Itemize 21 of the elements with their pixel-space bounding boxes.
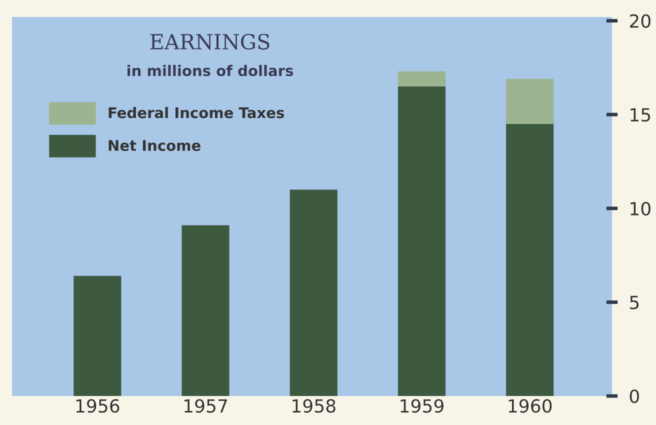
- x-tick-label: 1960: [508, 399, 552, 413]
- x-tick-label: 1958: [292, 399, 336, 413]
- legend-label: Net Income: [108, 140, 200, 151]
- bar: [74, 276, 122, 396]
- y-tick-label: 5: [630, 296, 639, 310]
- bar: [182, 225, 230, 396]
- x-tick-label: 1957: [184, 399, 227, 413]
- text: EARNINGS: [150, 34, 270, 50]
- bar: [398, 71, 446, 86]
- y-tick-label: 20: [630, 14, 650, 28]
- bar: [398, 86, 446, 396]
- legend-label: Federal Income Taxes: [108, 106, 284, 118]
- y-tick-label: 10: [630, 202, 650, 216]
- x-tick-label: 1956: [76, 399, 120, 413]
- y-tick-label: 15: [630, 108, 650, 122]
- bar: [290, 190, 338, 396]
- bar: [506, 78, 554, 124]
- y-tick-label: 0: [630, 389, 639, 404]
- text: in millions of dollars: [128, 64, 294, 76]
- bar: [506, 124, 554, 396]
- x-tick-label: 1959: [400, 399, 444, 413]
